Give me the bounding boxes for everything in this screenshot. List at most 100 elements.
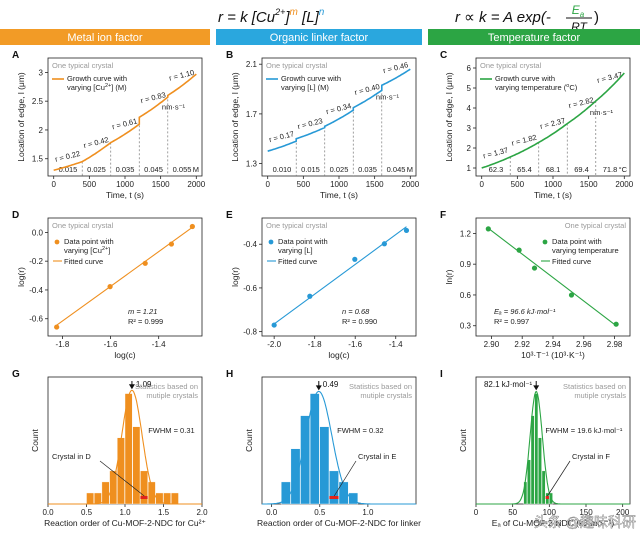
y-tick-label: 0.6 [460, 291, 472, 300]
x-tick-label: 0.5 [314, 508, 326, 517]
histogram-bar [527, 459, 531, 505]
data-point [307, 293, 313, 299]
histogram-bar [290, 448, 301, 505]
x-tick-label: 150 [579, 508, 593, 517]
y-tick-label: -0.2 [29, 257, 43, 266]
panel-d: D -1.8 -1.6 -1.4 -0.6 -0.4 -0.2 0.0 log(c) log(r)… [12, 210, 203, 360]
histogram-bar [93, 492, 102, 505]
segment-rate-label: r = 3.47 [596, 70, 623, 85]
peak-label: 82.1 kJ·mol⁻¹ [484, 380, 533, 389]
x-tick-label: 0 [479, 180, 484, 189]
x-tick-label: -1.6 [104, 340, 118, 349]
histogram-bar [338, 481, 349, 505]
legend-text-fit: Fitted curve [278, 257, 317, 266]
x-axis-label: Reaction order of Cu-MOF-2-NDC for linke… [257, 518, 421, 528]
legend-text-1: Data point with [64, 237, 114, 246]
fwhm-label: FWHM = 0.31 [148, 426, 194, 435]
panel-annotation: One typical crystal [266, 221, 328, 230]
legend-text-2: varying [L] [278, 246, 313, 255]
x-axis-label: Reaction order of Cu-MOF-2-NDC for Cu²⁺ [44, 518, 206, 528]
peak-label: 0.49 [323, 380, 339, 389]
rate-unit-label: nm·s⁻¹ [590, 108, 614, 117]
x-axis-label: Time, t (s) [534, 190, 572, 200]
gaussian-fit [48, 389, 202, 505]
x-tick-label: 500 [297, 180, 311, 189]
histogram-bar [538, 437, 542, 505]
fit-stat-slope: Eₐ = 96.6 kJ·mol⁻¹ [494, 307, 556, 316]
histogram-bar [281, 481, 291, 505]
panel-e: E -2.0 -1.8 -1.6 -1.4 -0.8 -0.6 -0.4 log(c) log(r… [226, 210, 417, 360]
header-bar-metal [0, 29, 210, 45]
legend-marker [542, 239, 548, 245]
histogram-bar [140, 470, 148, 505]
legend-text-1: Growth curve with [281, 74, 341, 83]
histogram-bar [541, 470, 546, 505]
y-tick-label: 1 [467, 164, 472, 173]
x-tick-label: 500 [83, 180, 97, 189]
y-tick-label: -0.4 [29, 286, 43, 295]
x-tick-label: 0 [265, 180, 270, 189]
histogram-bar [300, 415, 310, 505]
header-bar-temperature [428, 29, 640, 45]
x-tick-label: -1.4 [152, 340, 166, 349]
growth-curve [481, 72, 625, 169]
plot-frame [261, 217, 417, 337]
data-point [352, 256, 358, 262]
x-tick-label: 2.96 [576, 340, 592, 349]
x-axis-label: Eₐ of Cu-MOF-2-NDC (kJ·mol⁻¹) [492, 518, 615, 528]
crystal-pointer [333, 460, 357, 497]
panel-b: B 0 500 1000 1500 2000 1.3 1.7 2.1 Time, t (s) Loc… [226, 50, 420, 200]
arrhenius-rhs: ) [594, 9, 599, 26]
histogram-bar [86, 492, 95, 505]
y-tick-label: -0.6 [243, 284, 257, 293]
legend-text-2: varying temperature [552, 246, 619, 255]
x-tick-label: 0 [474, 508, 479, 517]
panel-letter: H [226, 369, 233, 380]
histogram-bar [147, 481, 156, 505]
rate-law-lhs: r = k [Cu [218, 9, 276, 26]
x-tick-label: 1000 [544, 180, 562, 189]
x-axis-label: log(c) [114, 350, 135, 360]
x-tick-label: -1.8 [56, 340, 70, 349]
svg-text:Ea: Ea [572, 3, 585, 19]
x-tick-label: 1500 [580, 180, 598, 189]
x-tick-label: 0.0 [266, 508, 278, 517]
data-point [189, 223, 195, 230]
x-tick-label: 1500 [152, 180, 170, 189]
histogram-bar [170, 492, 179, 505]
x-axis-label: Time, t (s) [106, 190, 144, 200]
segment-concentration: 0.025 [87, 165, 106, 174]
data-point [403, 227, 410, 234]
arrhenius-lhs: r ∝ k = A exp(- [455, 9, 551, 26]
y-axis-label: Location of edge, l (μm) [16, 72, 26, 162]
histogram-bar [348, 492, 359, 505]
header-metal-label: Metal ion factor [67, 32, 143, 44]
panel-letter: G [12, 369, 20, 380]
gaussian-fit [476, 390, 630, 505]
y-tick-label: 3 [467, 124, 472, 133]
segment-rate-label: r = 1.10 [168, 68, 195, 83]
legend-text-1: Data point with [552, 237, 602, 246]
panel-annotation: One typical crystal [52, 221, 114, 230]
x-tick-label: -1.4 [389, 340, 403, 349]
segment-concentration: 69.4 [574, 165, 589, 174]
data-point [485, 226, 491, 232]
segment-rate-label: r = 0.61 [111, 116, 138, 131]
rate-unit-label: nm·s⁻¹ [376, 92, 400, 101]
segment-concentration: 0.035 [358, 165, 377, 174]
y-tick-label: 0.9 [460, 260, 472, 269]
fit-stat-slope: n = 0.68 [342, 307, 370, 316]
y-tick-label: 1.3 [246, 160, 258, 169]
panel-a: A 0 500 1000 1500 2000 1.5 2 2.5 3 Time, t (s) Loca… [12, 50, 206, 200]
histogram-bar [329, 470, 339, 505]
peak-arrowhead [128, 384, 135, 390]
y-axis-label: Count [30, 429, 40, 452]
y-tick-label: -0.4 [243, 240, 257, 249]
y-tick-label: 0.3 [460, 322, 472, 331]
x-tick-label: 2.92 [514, 340, 530, 349]
panel-letter: F [440, 210, 446, 221]
segment-concentration: 0.025 [330, 165, 349, 174]
histogram-bar [109, 470, 118, 505]
data-point [54, 324, 60, 330]
